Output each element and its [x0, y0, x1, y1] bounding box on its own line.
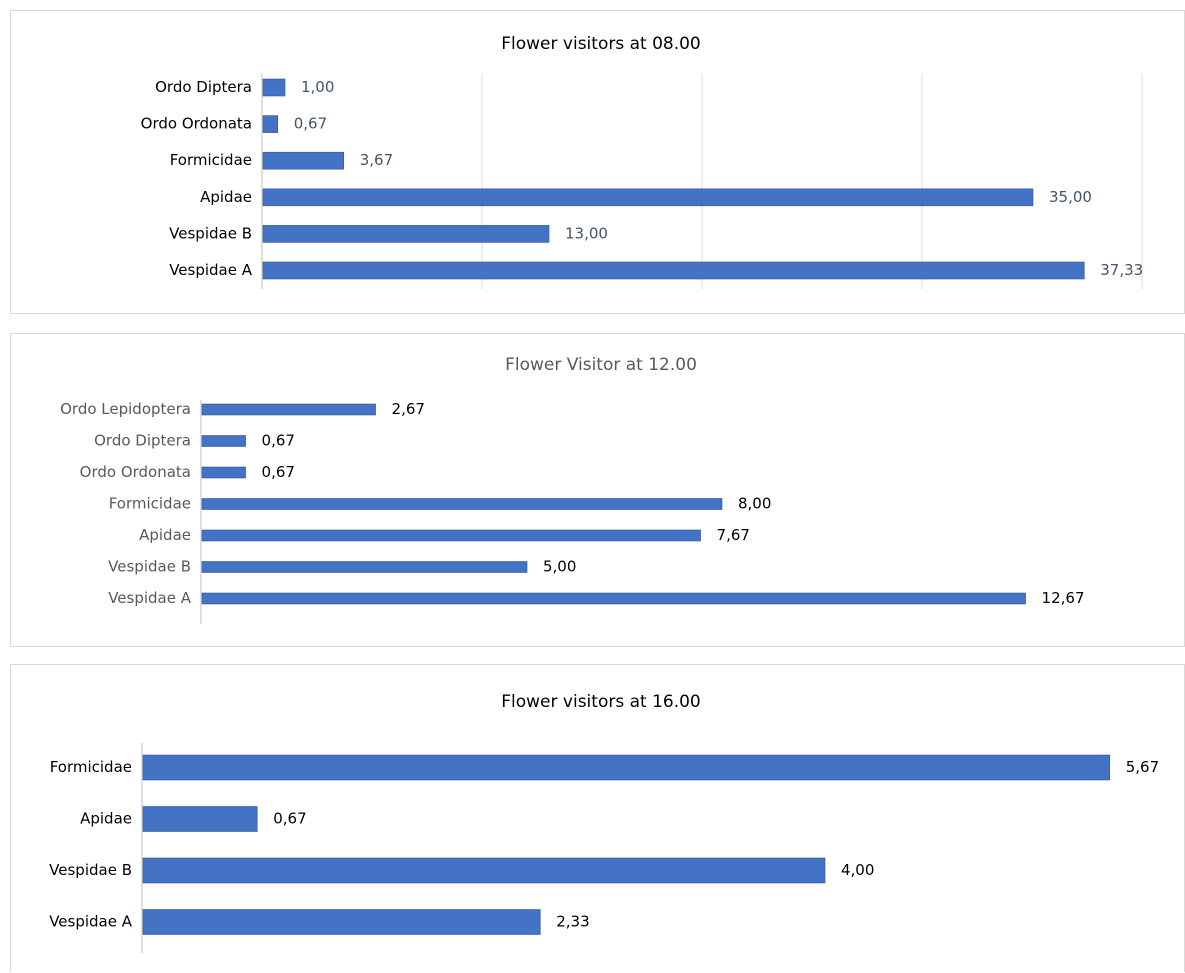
category-label: Apidae	[80, 810, 132, 828]
chart-panel-0800: Flower visitors at 08.00 Ordo Diptera 1,0…	[10, 10, 1185, 314]
bar-apidae	[142, 806, 258, 832]
chart-title: Flower visitors at 08.00	[501, 34, 701, 54]
bar-formicidae	[262, 151, 345, 170]
category-label: Vespidae A	[169, 261, 253, 279]
category-label: Formicidae	[50, 758, 132, 776]
bar-formicidae	[201, 498, 723, 510]
bar-formicidae	[142, 754, 1111, 781]
bar-ordo-lepidoptera	[201, 403, 376, 416]
data-label: 35,00	[1049, 188, 1092, 206]
chart-title: Flower Visitor at 12.00	[505, 355, 697, 375]
category-label: Vespidae B	[108, 558, 191, 576]
data-label: 5,67	[1126, 758, 1159, 776]
data-label: 0,67	[273, 810, 306, 828]
bar-ordo-ordonata	[262, 115, 279, 133]
chart-1600: Flower visitors at 16.00 Formicidae 5,67 A…	[49, 692, 1159, 953]
data-label: 5,00	[543, 558, 576, 576]
data-label: 1,00	[301, 78, 334, 96]
bar-vespidae-b	[201, 561, 528, 573]
bar-apidae	[201, 529, 701, 542]
chart-panel-1200: Flower Visitor at 12.00 Ordo Lepidoptera…	[10, 333, 1185, 647]
data-label: 0,67	[262, 432, 295, 450]
data-label: 3,67	[360, 151, 393, 169]
category-label: Ordo Ordonata	[141, 115, 252, 133]
data-label: 7,67	[717, 526, 750, 544]
category-label: Vespidae B	[49, 861, 132, 879]
category-label: Ordo Diptera	[94, 432, 191, 450]
category-label: Ordo Lepidoptera	[60, 400, 191, 418]
chart-title: Flower visitors at 16.00	[501, 692, 701, 712]
bar-apidae	[262, 188, 1034, 207]
data-label: 4,00	[841, 861, 874, 879]
bar-vespidae-b	[142, 857, 826, 884]
data-label: 12,67	[1042, 589, 1085, 607]
category-label: Vespidae A	[108, 589, 192, 607]
chart-1200: Flower Visitor at 12.00 Ordo Lepidoptera…	[60, 355, 1085, 624]
category-label: Formicidae	[170, 151, 252, 169]
chart-0800: Flower visitors at 08.00 Ordo Diptera 1,0…	[141, 34, 1143, 289]
category-label: Apidae	[139, 526, 191, 544]
chart-panel-1600: Flower visitors at 16.00 Formicidae 5,67 A…	[10, 664, 1185, 972]
data-label: 13,00	[565, 224, 608, 242]
bar-vespidae-a	[142, 909, 541, 935]
category-label: Vespidae B	[169, 224, 252, 242]
category-label: Ordo Ordonata	[80, 463, 191, 481]
bar-ordo-diptera	[262, 78, 286, 97]
bar-vespidae-a	[201, 592, 1026, 605]
category-label: Vespidae A	[49, 913, 133, 931]
data-label: 2,33	[556, 913, 589, 931]
bar-vespidae-a	[262, 261, 1085, 280]
data-label: 0,67	[294, 115, 327, 133]
bar-ordo-diptera	[201, 435, 246, 447]
category-label: Formicidae	[109, 495, 191, 513]
bar-ordo-ordonata	[201, 466, 246, 479]
data-label: 8,00	[738, 495, 771, 513]
category-label: Ordo Diptera	[155, 78, 252, 96]
data-label: 0,67	[262, 463, 295, 481]
data-label: 37,33	[1100, 261, 1143, 279]
category-label: Apidae	[200, 188, 252, 206]
bar-vespidae-b	[262, 225, 550, 243]
data-label: 2,67	[392, 400, 425, 418]
